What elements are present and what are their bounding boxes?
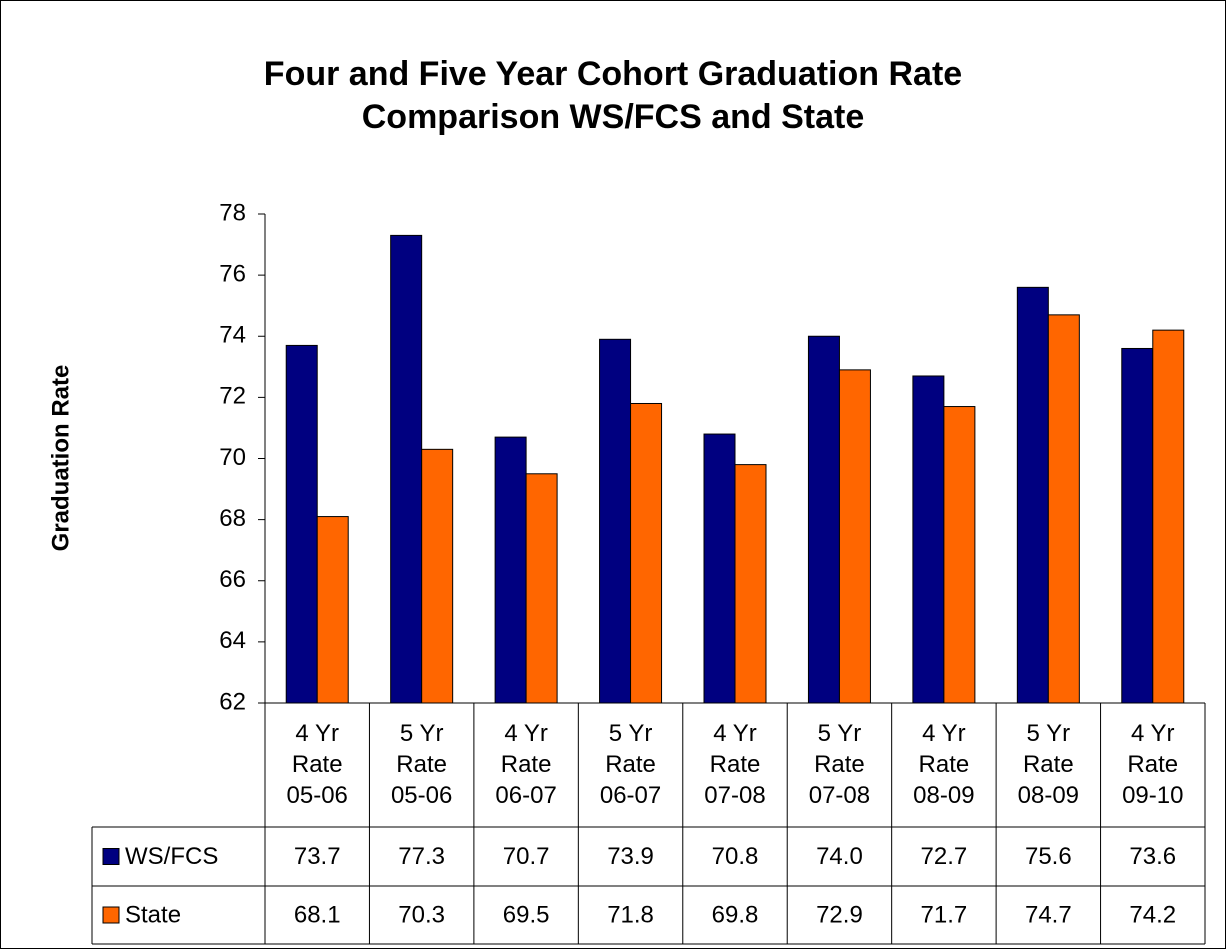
bar: [807, 335, 840, 704]
x-tick-label: 4 Yr Rate 06-07: [495, 720, 557, 809]
table-value: 69.8: [712, 901, 759, 928]
bar: [630, 402, 663, 704]
bar: [734, 464, 767, 704]
table-value: 73.6: [1129, 843, 1176, 870]
y-tick-label: 76: [219, 260, 246, 287]
x-tick-label: 4 Yr Rate 07-08: [704, 720, 766, 809]
table-value: 71.7: [921, 901, 968, 928]
y-axis-label: Graduation Rate: [47, 365, 74, 552]
chart-subtitle: Comparison WS/FCS and State: [362, 98, 865, 136]
table-value: 70.8: [712, 843, 759, 870]
x-tick-label: 5 Yr Rate 07-08: [808, 720, 871, 809]
table-value: 77.3: [398, 843, 445, 870]
bar: [703, 433, 736, 704]
table-value: 73.9: [607, 843, 654, 870]
table-value: 72.7: [921, 843, 968, 870]
bar: [599, 338, 632, 704]
y-tick-label: 68: [219, 505, 246, 532]
bar: [943, 406, 976, 704]
bar: [838, 369, 871, 704]
table-value: 69.5: [503, 901, 550, 928]
y-tick-label: 70: [219, 444, 246, 471]
bar: [1016, 286, 1049, 704]
bar: [390, 234, 423, 704]
y-tick-label: 74: [219, 322, 246, 349]
y-tick-label: 66: [219, 566, 246, 593]
bar: [285, 344, 318, 704]
bar: [1121, 347, 1154, 704]
table-value: 74.2: [1129, 901, 1176, 928]
table-value: 75.6: [1025, 843, 1072, 870]
legend-label: State: [125, 901, 181, 928]
x-tick-label: 5 Yr Rate 08-09: [1017, 720, 1080, 809]
x-tick-label: 4 Yr Rate 05-06: [286, 720, 348, 809]
bar: [494, 436, 527, 704]
legend-swatch: [102, 848, 120, 865]
bar: [1152, 329, 1185, 704]
x-tick-label: 4 Yr Rate 08-09: [913, 720, 975, 809]
bar: [421, 448, 454, 704]
bar: [912, 375, 945, 704]
x-tick-label: 5 Yr Rate 05-06: [390, 720, 453, 809]
table-value: 68.1: [294, 901, 341, 928]
chart-title: Four and Five Year Cohort Graduation Rat…: [264, 55, 962, 93]
y-tick-label: 62: [219, 688, 246, 715]
x-tick-label: 5 Yr Rate 06-07: [599, 720, 662, 809]
bar: [1047, 314, 1080, 704]
legend-swatch: [102, 906, 120, 924]
table-value: 71.8: [607, 901, 654, 928]
y-tick-label: 64: [219, 627, 246, 654]
table-value: 74.7: [1025, 901, 1072, 928]
bar: [525, 473, 558, 704]
y-tick-label: 72: [219, 383, 246, 410]
table-value: 70.3: [398, 901, 445, 928]
x-tick-label: 4 Yr Rate 09-10: [1122, 720, 1184, 809]
table-value: 73.7: [294, 843, 341, 870]
table-value: 70.7: [503, 843, 550, 870]
table-value: 72.9: [816, 901, 863, 928]
legend-label: WS/FCS: [125, 843, 218, 870]
y-tick-label: 78: [219, 199, 246, 226]
bar: [316, 516, 349, 704]
table-value: 74.0: [816, 843, 863, 870]
